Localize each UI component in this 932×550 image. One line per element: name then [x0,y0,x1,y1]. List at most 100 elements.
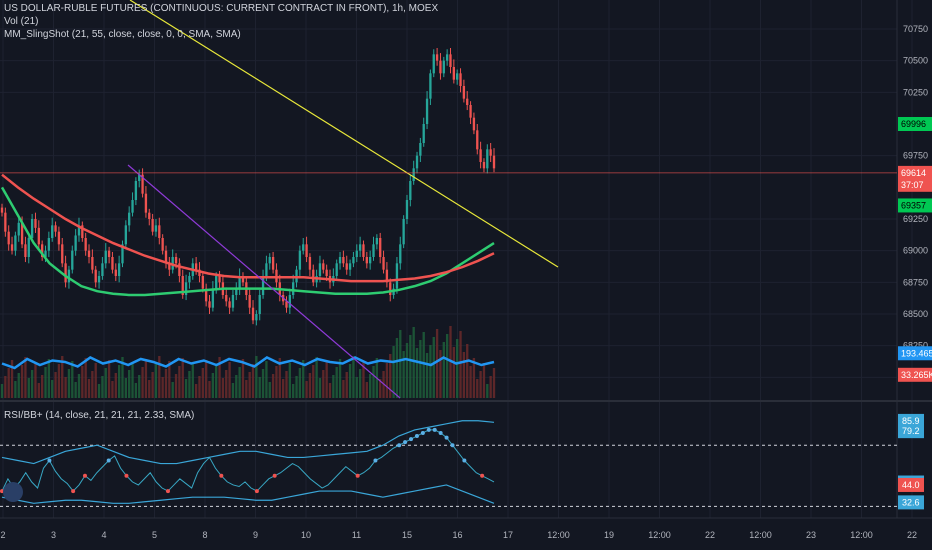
candle [395,263,399,289]
volume-bar [208,381,211,398]
candle [67,269,71,283]
candle [37,227,40,245]
volume-bar [308,373,312,398]
volume-bar [281,379,285,398]
rsi-marker [480,473,485,478]
rsi-marker [124,473,129,478]
volume-bar [30,370,34,398]
volume-legend[interactable]: Vol (21) [4,16,39,27]
volume-bar [292,384,295,398]
candle [442,60,445,74]
volume-bar [91,371,94,398]
volume-bar [368,374,372,398]
candle [174,257,178,264]
volume-bar [178,366,181,398]
volume-bar [472,358,476,398]
volume-bar [372,366,375,398]
candles [0,48,496,326]
candle [141,174,144,194]
candle [429,73,432,99]
volume-bar [225,370,228,398]
bb-upper-line [1,420,495,465]
volume-bar [104,368,107,398]
price-tag-label: 193.465K [901,348,932,358]
candle [425,98,429,124]
candle [81,225,84,238]
volume-bar [221,378,225,398]
volume-bar [261,369,265,398]
candle [399,244,402,264]
candle [54,225,57,232]
candle [97,276,101,283]
volume-bar [409,335,412,398]
candle [111,257,114,270]
volume-bar [432,337,435,398]
candle [64,263,67,283]
volume-bar [392,346,395,398]
volume-bar [462,352,466,398]
candle [459,73,462,86]
rsi-tag-label: 85.9 [902,416,920,426]
volume-bar [482,363,486,398]
rsi-marker [414,434,419,439]
price-tag [898,346,932,361]
volume-bar [379,379,382,398]
candle [231,295,235,308]
candle [295,269,298,283]
volume-bar [51,380,54,398]
tradingview-logo-icon[interactable] [3,482,23,502]
candle [261,276,265,295]
slingshot-legend[interactable]: MM_SlingShot (21, 55, close, close, 0, 0… [4,29,241,40]
time-tick-label: 12:00 [749,530,772,540]
volume-bar [201,368,204,398]
trendlines [0,0,897,399]
time-axis[interactable]: 2 3 4 5 8 9 10 11 15 16 17 12:00 19 12:00 22 12:00 23 12:… [0,530,917,540]
candle [225,295,228,302]
volume-bar [10,360,14,398]
volume-bar [422,332,425,398]
candle [486,149,489,169]
volume-bar [168,361,171,398]
volume-bar [456,339,459,398]
rsi-pane [0,420,897,507]
rsi-marker [219,473,224,478]
candle [466,98,469,105]
volume-bar [161,377,164,398]
candle [208,301,211,308]
price-tag-label: 69996 [901,119,926,129]
time-tick-label: 22 [907,530,917,540]
candle [402,219,405,245]
time-tick-label: 12:00 [850,530,873,540]
price-tag-label: 69357 [901,200,926,210]
volume-bar [469,366,472,398]
moving-average-line [0,186,495,297]
volume-ma-line [1,356,495,370]
price-tag [898,177,932,192]
volume-bar [389,354,392,398]
volume-bar [241,359,245,398]
rsi-marker [420,430,425,435]
volume-bar [171,382,174,398]
volume-bar [184,379,188,398]
volume-bar [305,381,308,398]
candle [389,282,392,295]
rsi-axis[interactable]: 85.979.245.644.032.6 [898,413,924,510]
volume-bar [445,334,449,398]
candle [7,231,10,245]
candle [445,54,449,61]
price-axis[interactable]: 70750 70500 70250 69750 69250 69000 68750 68500… [898,24,932,382]
volume-bar [211,373,215,398]
volume-bar [61,356,64,398]
candle [178,263,181,276]
rsi-legend[interactable]: RSI/BB+ (14, close, 21, 21, 21, 2.33, SM… [4,410,195,421]
volume-bar [7,368,10,398]
volume-bar [188,371,191,398]
volume-bar [492,368,496,398]
time-tick-label: 22 [705,530,715,540]
candle [352,257,355,264]
candle [298,250,302,270]
candle [268,257,271,264]
candle [121,244,124,264]
volume-bar [476,379,479,398]
